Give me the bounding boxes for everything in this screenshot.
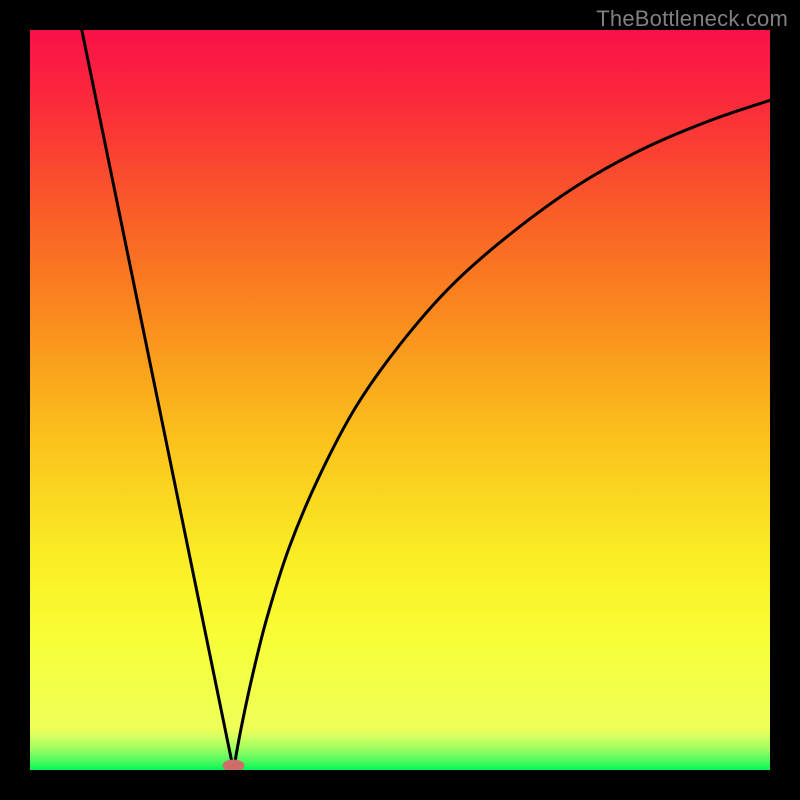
watermark-text: TheBottleneck.com bbox=[596, 6, 788, 32]
chart-container: TheBottleneck.com bbox=[0, 0, 800, 800]
bottleneck-chart bbox=[30, 30, 770, 770]
